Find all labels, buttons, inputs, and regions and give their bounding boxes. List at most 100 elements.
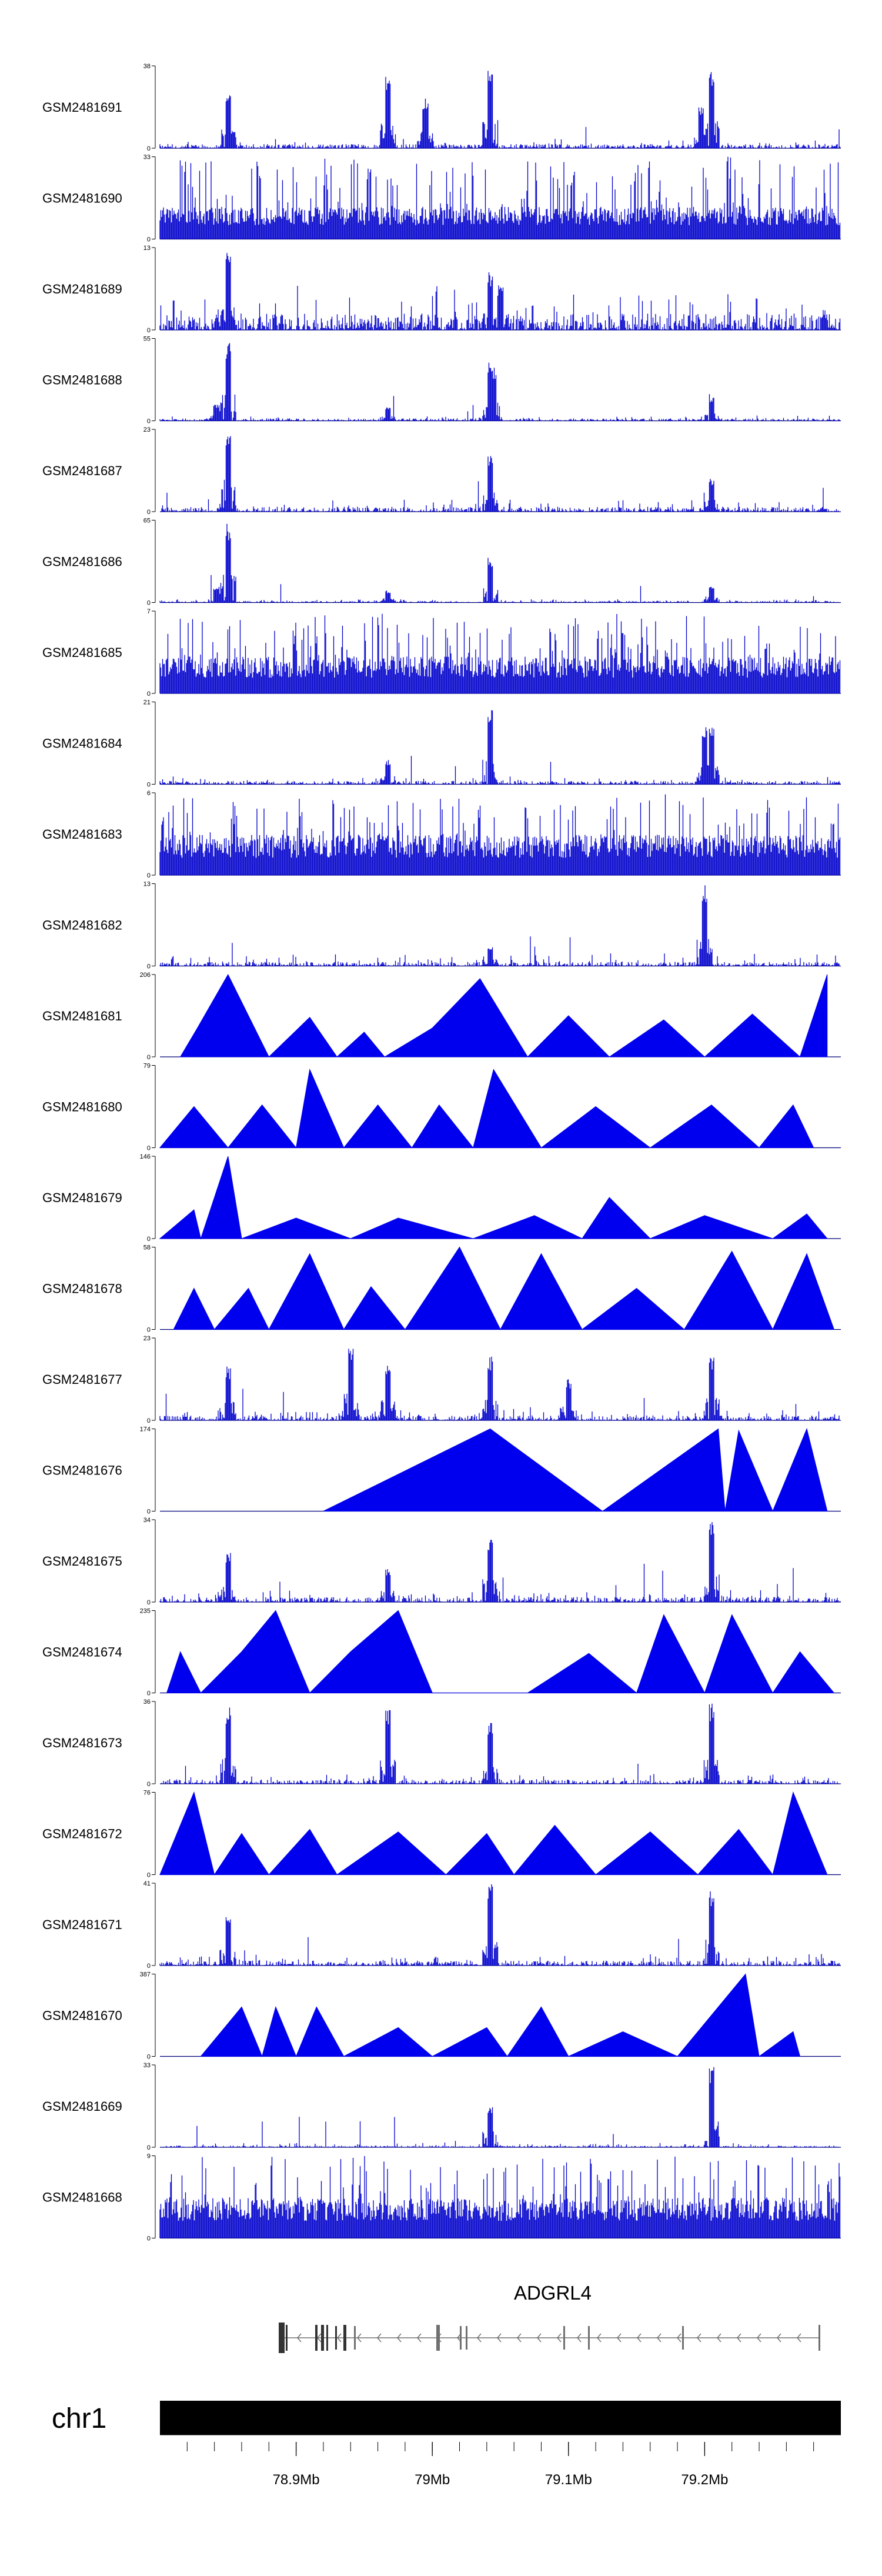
track-label: GSM2481684: [42, 736, 122, 751]
y-axis-max-label: 9: [147, 2153, 151, 2160]
coverage-area: [159, 1156, 828, 1240]
gene-exon: [321, 2325, 324, 2351]
y-axis-min-label: 0: [147, 1145, 151, 1152]
track-label: GSM2481691: [42, 100, 122, 115]
axis-tick-label: 78.9Mb: [273, 2472, 320, 2488]
y-axis-min-label: 0: [147, 1690, 151, 1697]
coverage-area: [166, 1610, 835, 1694]
y-axis-min-label: 0: [147, 1963, 151, 1970]
y-axis-min-label: 0: [147, 872, 151, 879]
gene-name: ADGRL4: [514, 2282, 592, 2304]
track-label: GSM2481683: [42, 827, 122, 842]
track-GSM2481673: GSM2481673 36 0: [42, 1699, 841, 1788]
track-label: GSM2481686: [42, 555, 122, 569]
strand-arrow: [477, 2333, 482, 2343]
track-GSM2481674: GSM2481674 235 0: [42, 1608, 841, 1697]
track-label: GSM2481679: [42, 1190, 122, 1205]
strand-arrow: [337, 2333, 342, 2343]
gene-exon: [682, 2326, 684, 2350]
y-axis-min-label: 0: [147, 145, 151, 152]
track-GSM2481675: GSM2481675 34 0: [42, 1517, 841, 1606]
track-label: GSM2481672: [42, 1827, 122, 1841]
track-label: GSM2481675: [42, 1554, 122, 1569]
y-axis-min-label: 0: [147, 782, 151, 789]
coverage-area: [159, 1791, 828, 1876]
y-axis-max-label: 65: [143, 518, 151, 525]
track-label: GSM2481676: [42, 1463, 122, 1478]
track-label: GSM2481678: [42, 1282, 122, 1296]
coverage-tracks: GSM2481691380GSM2481690330GSM2481689130G…: [42, 63, 841, 2243]
y-axis-min-label: 0: [147, 2144, 151, 2151]
track-GSM2481668: GSM2481668 9 0: [42, 2153, 841, 2243]
y-axis-max-label: 33: [143, 154, 151, 161]
coverage-area: [159, 1068, 814, 1149]
track-label: GSM2481670: [42, 2008, 122, 2023]
track-GSM2481678: GSM2481678 58 0: [42, 1244, 841, 1334]
y-axis-min-label: 0: [147, 418, 151, 425]
gene-exon: [315, 2325, 318, 2351]
coverage-signal: [159, 885, 840, 966]
track-GSM2481681: GSM2481681 206 0: [42, 972, 841, 1061]
track-GSM2481689: GSM2481689 13 0: [42, 245, 841, 334]
axis-tick-label: 79.1Mb: [545, 2472, 592, 2488]
coverage-signal: [159, 613, 841, 693]
y-axis-min-label: 0: [147, 1327, 151, 1334]
gene-exon: [286, 2325, 288, 2351]
track-label: GSM2481669: [42, 2099, 122, 2114]
track-label: GSM2481668: [42, 2190, 122, 2205]
track-GSM2481671: GSM2481671 41 0: [42, 1880, 841, 1970]
strand-arrow: [577, 2333, 582, 2343]
strand-arrow: [657, 2333, 662, 2343]
y-axis-min-label: 0: [147, 1872, 151, 1879]
strand-arrow: [797, 2333, 801, 2343]
y-axis-max-label: 13: [143, 245, 151, 252]
y-axis-min-label: 0: [147, 963, 151, 970]
coverage-signal: [161, 436, 839, 512]
strand-arrow: [557, 2333, 562, 2343]
strand-arrow: [777, 2333, 781, 2343]
track-label: GSM2481673: [42, 1736, 122, 1750]
y-axis-max-label: 34: [143, 1517, 151, 1524]
track-GSM2481684: GSM2481684 21 0: [42, 699, 841, 789]
strand-arrow: [637, 2333, 642, 2343]
coverage-signal: [159, 1349, 840, 1420]
y-axis-max-label: 235: [140, 1608, 151, 1615]
y-axis-min-label: 0: [147, 236, 151, 243]
y-axis-min-label: 0: [147, 2054, 151, 2061]
gene-exon: [818, 2325, 820, 2351]
coverage-signal: [159, 1884, 841, 1966]
track-GSM2481670: GSM2481670 387 0: [42, 1971, 841, 2061]
track-label: GSM2481674: [42, 1645, 122, 1660]
y-axis-min-label: 0: [147, 1599, 151, 1606]
y-axis-min-label: 0: [147, 1054, 151, 1061]
gene-annotation-track: ADGRL4: [279, 2282, 820, 2353]
y-axis-max-label: 79: [143, 1063, 151, 1070]
coverage-signal: [159, 2156, 841, 2238]
coverage-signal: [159, 156, 841, 239]
track-GSM2481682: GSM2481682 13 0: [42, 881, 841, 970]
strand-arrow: [537, 2333, 542, 2343]
y-axis-max-label: 76: [143, 1790, 151, 1797]
strand-arrow: [377, 2333, 382, 2343]
track-GSM2481686: GSM2481686 65 0: [42, 518, 841, 607]
gene-exon: [588, 2326, 590, 2350]
y-axis-min-label: 0: [147, 600, 151, 607]
gene-exon: [326, 2325, 328, 2351]
strand-arrow: [737, 2333, 741, 2343]
track-label: GSM2481682: [42, 918, 122, 933]
track-GSM2481679: GSM2481679 146 0: [42, 1153, 841, 1243]
chromosome-ideogram: [160, 2401, 841, 2435]
y-axis-min-label: 0: [147, 1509, 151, 1516]
track-GSM2481677: GSM2481677 23 0: [42, 1335, 841, 1424]
track-label: GSM2481680: [42, 1100, 122, 1115]
track-GSM2481676: GSM2481676 174 0: [42, 1426, 841, 1516]
y-axis-max-label: 23: [143, 1335, 151, 1342]
y-axis-min-label: 0: [147, 2235, 151, 2243]
track-label: GSM2481677: [42, 1372, 122, 1387]
track-label: GSM2481688: [42, 373, 122, 388]
coverage-signal: [159, 71, 841, 148]
y-axis-max-label: 13: [143, 881, 151, 888]
track-GSM2481687: GSM2481687 23 0: [42, 426, 841, 516]
y-axis-max-label: 41: [143, 1880, 151, 1887]
